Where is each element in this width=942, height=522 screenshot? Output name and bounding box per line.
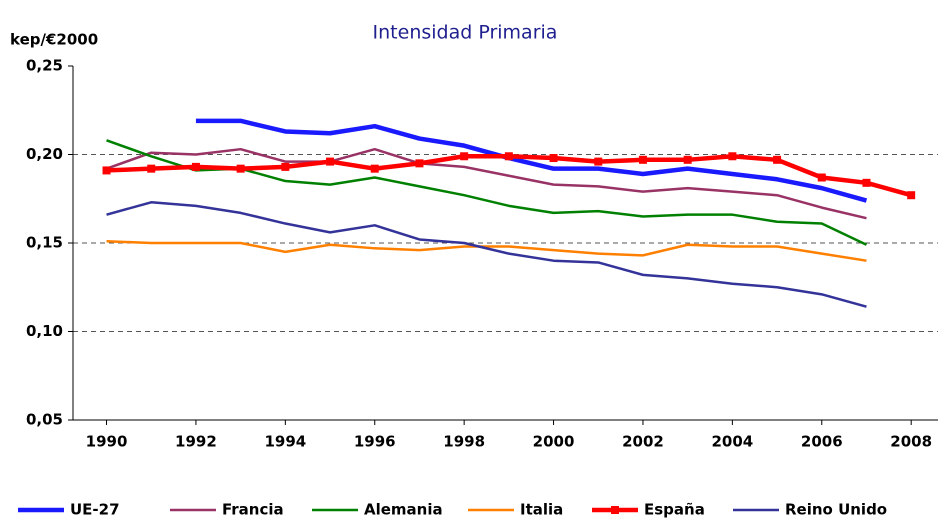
series-marker (683, 155, 692, 164)
y-tick-label: 0,15 (26, 234, 63, 252)
legend-label: España (644, 501, 705, 519)
y-tick-label: 0,05 (26, 411, 63, 429)
y-axis-label: kep/€2000 (10, 31, 98, 49)
y-tick-label: 0,25 (26, 57, 63, 75)
series-marker (638, 155, 647, 164)
legend-label: Italia (520, 501, 563, 519)
series-marker (191, 162, 200, 171)
series-line (106, 239, 867, 262)
series-line (106, 147, 867, 220)
x-tick-label: 2000 (533, 433, 575, 451)
legend-label: Reino Unido (785, 501, 887, 519)
x-tick-label: 1996 (354, 433, 396, 451)
legend-marker (611, 506, 619, 514)
series-marker (817, 173, 826, 182)
legend-label: Francia (222, 501, 284, 519)
series-marker (594, 157, 603, 166)
x-tick-label: 2004 (711, 433, 753, 451)
series-marker (236, 164, 245, 173)
series-marker (773, 155, 782, 164)
legend-label: UE-27 (70, 501, 120, 519)
legend-label: Alemania (364, 501, 443, 519)
series-line (195, 118, 868, 203)
series-marker (504, 152, 513, 161)
chart-title: Intensidad Primaria (373, 22, 558, 44)
y-tick-label: 0,10 (26, 322, 63, 340)
series-marker (370, 164, 379, 173)
x-tick-label: 1992 (175, 433, 217, 451)
x-tick-label: 1990 (86, 433, 128, 451)
series-marker (728, 152, 737, 161)
series-marker (460, 152, 469, 161)
series-marker (326, 157, 335, 166)
x-tick-label: 2008 (890, 433, 932, 451)
series-marker (102, 166, 111, 175)
x-tick-label: 1994 (264, 433, 306, 451)
y-tick-label: 0,20 (26, 145, 63, 163)
series-marker (147, 164, 156, 173)
series-marker (907, 191, 916, 200)
x-tick-label: 1998 (443, 433, 485, 451)
series-marker (281, 162, 290, 171)
x-tick-label: 2002 (622, 433, 664, 451)
series-marker (549, 154, 558, 163)
series-marker (862, 178, 871, 187)
x-tick-label: 2006 (801, 433, 843, 451)
series-line (106, 201, 867, 308)
series-marker (415, 159, 424, 168)
